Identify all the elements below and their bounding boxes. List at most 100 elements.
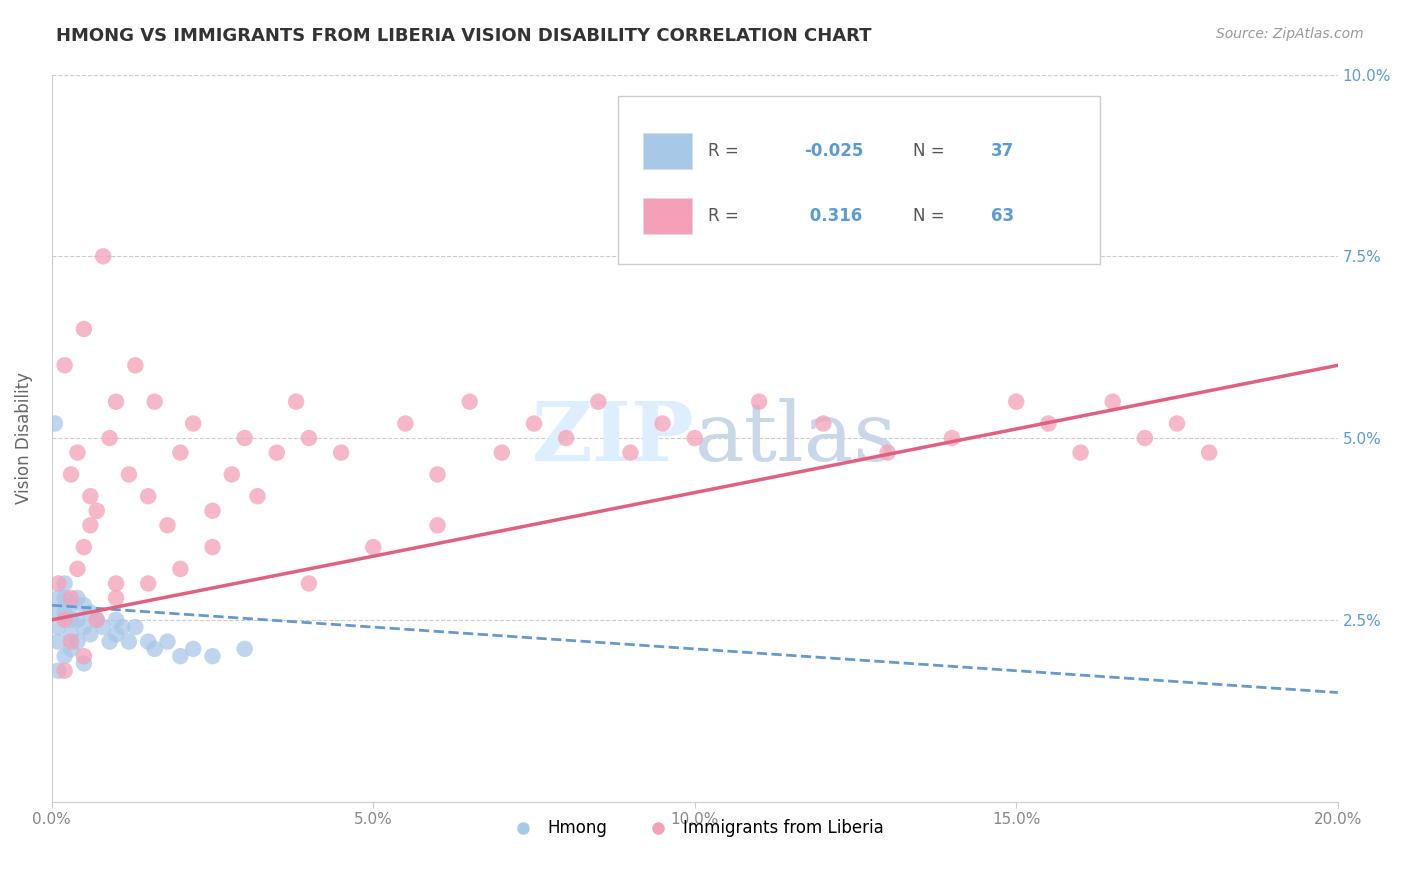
Point	[233, 431, 256, 445]
Text: R =: R =	[707, 142, 744, 160]
Point	[53, 613, 76, 627]
Point	[98, 431, 121, 445]
FancyBboxPatch shape	[617, 96, 1099, 263]
Point	[46, 591, 69, 605]
Point	[91, 620, 114, 634]
Text: R =: R =	[707, 207, 744, 226]
Text: 37: 37	[991, 142, 1014, 160]
Point	[66, 591, 89, 605]
Point	[105, 591, 128, 605]
Point	[143, 641, 166, 656]
Point	[73, 599, 96, 613]
Point	[588, 394, 610, 409]
Text: HMONG VS IMMIGRANTS FROM LIBERIA VISION DISABILITY CORRELATION CHART: HMONG VS IMMIGRANTS FROM LIBERIA VISION …	[56, 27, 872, 45]
Point	[60, 634, 83, 648]
Point	[79, 518, 101, 533]
Point	[46, 606, 69, 620]
Point	[105, 613, 128, 627]
Point	[73, 649, 96, 664]
FancyBboxPatch shape	[644, 198, 692, 235]
Point	[118, 634, 141, 648]
Point	[361, 540, 384, 554]
Point	[651, 417, 673, 431]
Point	[111, 620, 134, 634]
Point	[105, 576, 128, 591]
Point	[60, 591, 83, 605]
Point	[941, 431, 963, 445]
Point	[169, 445, 191, 459]
Point	[118, 467, 141, 482]
Point	[136, 489, 159, 503]
Point	[73, 657, 96, 671]
Text: N =: N =	[914, 207, 950, 226]
Text: Source: ZipAtlas.com: Source: ZipAtlas.com	[1216, 27, 1364, 41]
Point	[285, 394, 308, 409]
Text: N =: N =	[914, 142, 950, 160]
Point	[79, 489, 101, 503]
Point	[124, 359, 146, 373]
Point	[426, 518, 449, 533]
Point	[266, 445, 288, 459]
Point	[60, 627, 83, 641]
Point	[105, 627, 128, 641]
Point	[1166, 417, 1188, 431]
Point	[60, 467, 83, 482]
Point	[60, 641, 83, 656]
Point	[73, 540, 96, 554]
Point	[1005, 394, 1028, 409]
Point	[73, 322, 96, 336]
Point	[748, 394, 770, 409]
Point	[1038, 417, 1060, 431]
Point	[66, 445, 89, 459]
Point	[298, 576, 321, 591]
Point	[66, 613, 89, 627]
Point	[181, 417, 204, 431]
Point	[105, 394, 128, 409]
Point	[136, 634, 159, 648]
Point	[683, 431, 706, 445]
Point	[181, 641, 204, 656]
Point	[91, 249, 114, 263]
Point	[1101, 394, 1123, 409]
Point	[298, 431, 321, 445]
Point	[79, 606, 101, 620]
Text: 63: 63	[991, 207, 1014, 226]
Point	[60, 613, 83, 627]
Point	[1133, 431, 1156, 445]
FancyBboxPatch shape	[644, 133, 692, 169]
Point	[169, 649, 191, 664]
Point	[619, 445, 641, 459]
Point	[44, 417, 66, 431]
Point	[86, 613, 108, 627]
Point	[491, 445, 513, 459]
Point	[201, 649, 224, 664]
Text: ZIP: ZIP	[531, 398, 695, 478]
Point	[136, 576, 159, 591]
Point	[169, 562, 191, 576]
Point	[60, 599, 83, 613]
Point	[426, 467, 449, 482]
Point	[246, 489, 269, 503]
Point	[86, 613, 108, 627]
Point	[46, 620, 69, 634]
Point	[813, 417, 835, 431]
Point	[46, 576, 69, 591]
Point	[98, 634, 121, 648]
Point	[53, 591, 76, 605]
Text: -0.025: -0.025	[804, 142, 863, 160]
Point	[233, 641, 256, 656]
Point	[1198, 445, 1220, 459]
Point	[201, 504, 224, 518]
Point	[79, 627, 101, 641]
Point	[53, 576, 76, 591]
Point	[46, 634, 69, 648]
Point	[53, 649, 76, 664]
Point	[156, 518, 179, 533]
Legend: Hmong, Immigrants from Liberia: Hmong, Immigrants from Liberia	[499, 813, 890, 844]
Point	[66, 634, 89, 648]
Point	[458, 394, 481, 409]
Point	[201, 540, 224, 554]
Text: 0.316: 0.316	[804, 207, 862, 226]
Point	[66, 562, 89, 576]
Point	[523, 417, 546, 431]
